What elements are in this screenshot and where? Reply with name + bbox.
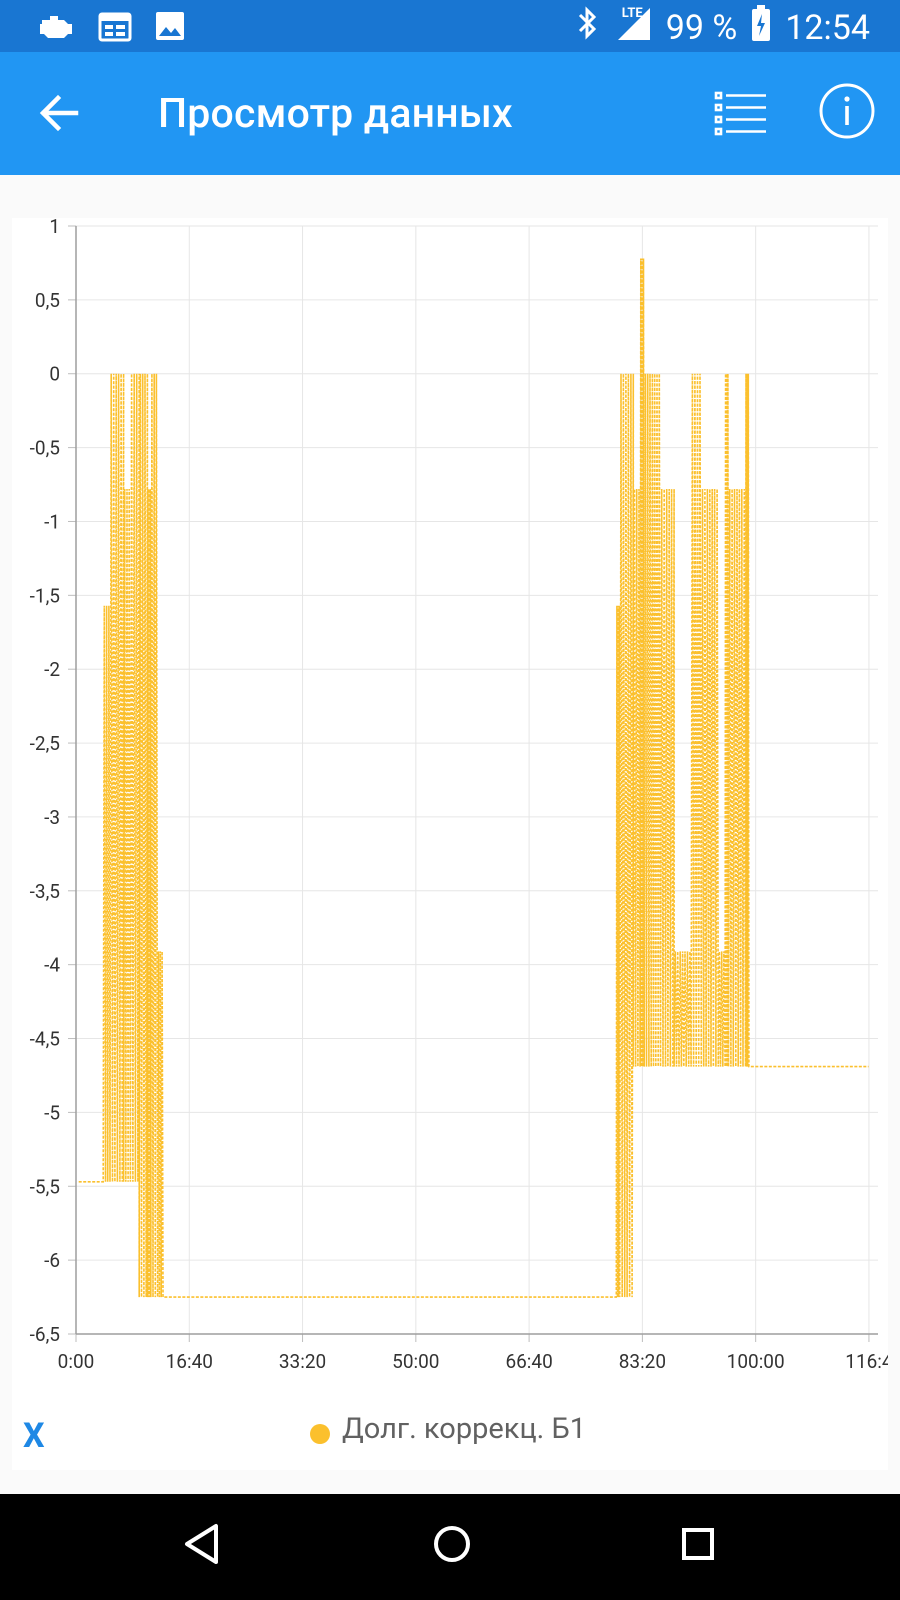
y-tick-label: -3	[44, 806, 60, 829]
image-icon	[154, 10, 186, 46]
back-triangle-icon[interactable]	[182, 1522, 222, 1570]
y-tick-label: 0,5	[35, 289, 60, 312]
y-tick-label: -1	[44, 510, 60, 533]
x-tick-label: 50:00	[392, 1350, 439, 1373]
y-tick-label: -6	[44, 1249, 60, 1272]
y-tick-label: 1	[49, 218, 60, 238]
page-title: Просмотр данных	[158, 90, 513, 138]
navigation-bar	[0, 1494, 900, 1600]
info-icon[interactable]	[818, 82, 876, 144]
y-tick-label: -4,5	[30, 1028, 60, 1051]
clock: 12:54	[785, 7, 870, 48]
status-bar: LTE 99 % 12:54	[0, 0, 900, 52]
calendar-icon	[98, 10, 132, 46]
x-tick-label: 0:00	[58, 1350, 95, 1373]
back-arrow-icon[interactable]	[36, 90, 82, 140]
x-tick-label: 33:20	[279, 1350, 326, 1373]
y-tick-label: -2,5	[30, 732, 60, 755]
series-line[interactable]	[78, 258, 869, 1298]
y-tick-label: -2	[44, 658, 60, 681]
battery-icon	[751, 5, 771, 50]
signal-icon: LTE	[616, 4, 652, 51]
y-tick-label: -3,5	[30, 880, 60, 903]
y-tick-label: -1,5	[30, 584, 60, 607]
y-tick-label: -4	[44, 954, 60, 977]
engine-icon	[36, 10, 76, 46]
x-tick-label: 16:40	[166, 1350, 213, 1373]
x-axis-toggle[interactable]: X	[23, 1416, 45, 1456]
y-tick-label: -5	[44, 1101, 60, 1124]
x-tick-label: 66:40	[505, 1350, 552, 1373]
home-circle-icon[interactable]	[430, 1522, 474, 1570]
chart-card: 1 0,5 0 -0,5 -1 -1,5 -2 -2,5 -3 -3,5 -4 -4,5 -5 -5,5 -…	[12, 218, 888, 1470]
bluetooth-icon	[574, 5, 602, 50]
battery-text: 99 %	[665, 7, 738, 48]
chart-legend: X Долг. коррекц. Б1	[0, 1410, 900, 1456]
recents-square-icon[interactable]	[678, 1522, 718, 1570]
line-chart[interactable]: 1 0,5 0 -0,5 -1 -1,5 -2 -2,5 -3 -3,5 -4 -4,5 -5 -5,5 -…	[12, 218, 888, 1398]
x-tick-label: 116:4	[845, 1350, 888, 1373]
list-icon[interactable]	[714, 90, 768, 140]
app-bar: Просмотр данных	[0, 52, 900, 175]
x-tick-label: 83:20	[619, 1350, 666, 1373]
y-tick-label: -5,5	[30, 1175, 60, 1198]
legend-marker	[310, 1424, 330, 1444]
y-tick-label: -0,5	[30, 437, 60, 460]
x-tick-label: 100:00	[727, 1350, 785, 1373]
y-tick-label: -6,5	[30, 1323, 60, 1346]
legend-series-label: Долг. коррекц. Б1	[342, 1412, 587, 1446]
y-tick-label: 0	[49, 363, 60, 386]
